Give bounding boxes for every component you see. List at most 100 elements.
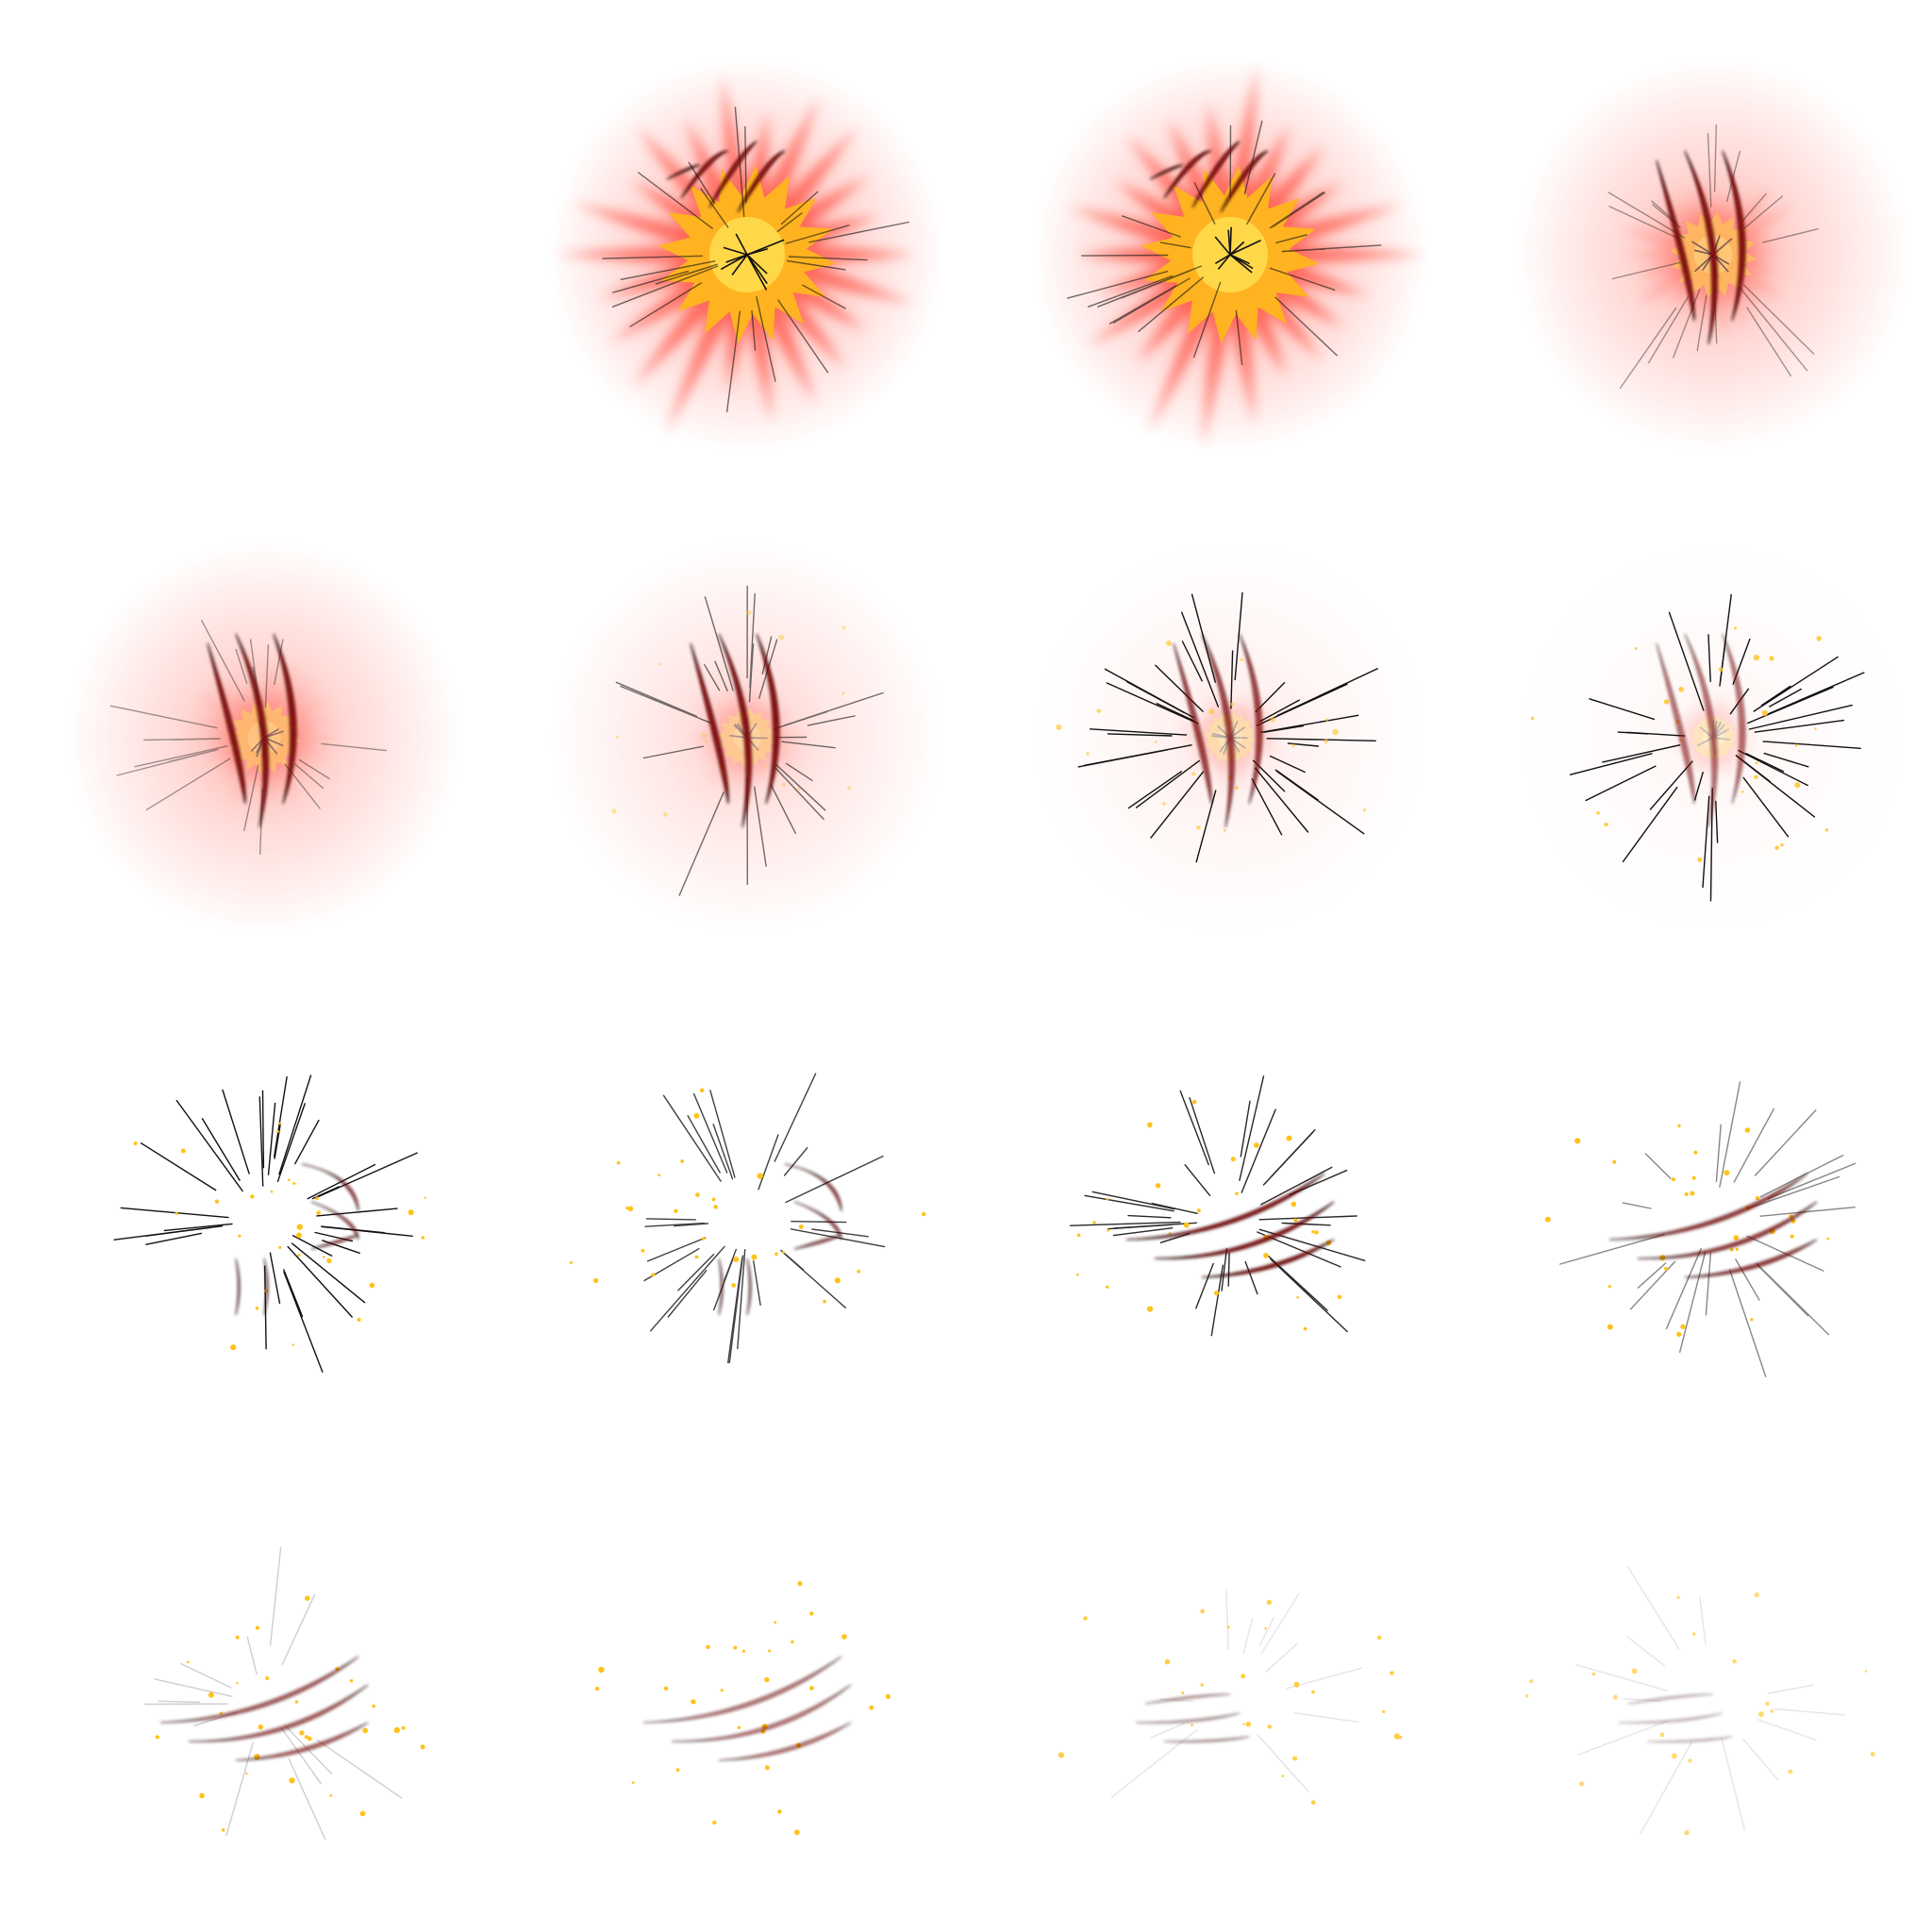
spark — [199, 1793, 205, 1799]
spark — [1192, 773, 1196, 776]
spark — [156, 1735, 159, 1739]
speed-line — [281, 1728, 321, 1784]
effect-layer — [549, 540, 945, 936]
spark — [289, 1777, 294, 1783]
spark — [1304, 1327, 1307, 1331]
spark — [1676, 1596, 1679, 1599]
sparks — [1058, 1600, 1402, 1805]
spark — [1632, 1668, 1638, 1674]
animation-frame-2 — [483, 0, 966, 483]
spark — [1871, 1752, 1875, 1757]
frame-graphic — [0, 0, 483, 483]
spark — [869, 1706, 874, 1710]
speed-line — [1641, 1742, 1692, 1835]
spark — [1692, 1632, 1696, 1636]
speed-line — [121, 1208, 228, 1217]
spark — [1613, 1695, 1618, 1700]
spark — [841, 1634, 847, 1640]
spark — [1795, 744, 1798, 747]
spark — [1688, 1758, 1691, 1762]
spark — [1271, 717, 1275, 722]
spark — [1201, 1683, 1204, 1686]
spark — [782, 1251, 785, 1254]
spark — [857, 1270, 860, 1274]
spark — [1311, 1800, 1316, 1805]
speed-line — [1756, 1110, 1816, 1175]
spark — [1197, 1208, 1201, 1212]
spark — [886, 1694, 891, 1699]
spark — [1734, 627, 1737, 630]
spark — [1692, 1176, 1696, 1180]
spark — [394, 1727, 400, 1733]
spark — [1181, 1691, 1184, 1694]
speed-line — [318, 1740, 402, 1798]
effect-layer — [1515, 540, 1911, 936]
spark — [276, 1130, 279, 1133]
claw-slash — [1638, 1202, 1817, 1258]
spark — [1106, 1286, 1108, 1289]
spark — [712, 1198, 716, 1202]
speed-line — [1271, 1259, 1347, 1332]
spark — [1724, 1170, 1729, 1175]
spark — [1325, 719, 1328, 722]
spark — [362, 1728, 368, 1734]
speed-line — [1706, 1253, 1710, 1315]
speed-line — [1734, 1108, 1774, 1182]
speed-lines — [1112, 1590, 1362, 1797]
spark — [1267, 1600, 1272, 1605]
spark — [326, 1258, 331, 1263]
spark — [713, 1205, 718, 1209]
spark — [1314, 1230, 1319, 1235]
spark — [1286, 1136, 1291, 1141]
speed-line — [668, 1271, 706, 1317]
speed-line — [646, 1219, 695, 1220]
spark — [676, 1768, 680, 1772]
frame-graphic — [966, 483, 1449, 966]
spark — [841, 691, 844, 694]
spark — [611, 808, 616, 813]
speed-line — [295, 1121, 319, 1164]
spark — [641, 1249, 645, 1253]
speed-line — [176, 1101, 242, 1191]
spark — [1268, 1724, 1272, 1728]
spark — [1191, 1724, 1193, 1726]
spark — [742, 1650, 745, 1653]
speed-line — [271, 1547, 281, 1645]
spark — [1607, 1324, 1613, 1330]
speed-line — [1243, 1619, 1253, 1654]
animation-frame-4 — [1449, 0, 1932, 483]
spark — [316, 1210, 321, 1215]
spark — [593, 1278, 598, 1283]
spark — [1311, 1690, 1315, 1694]
speed-line — [284, 1273, 323, 1373]
spark — [1192, 1100, 1197, 1105]
spark — [1107, 1198, 1109, 1201]
speed-lines — [1575, 1566, 1844, 1834]
claw-marks — [1609, 1174, 1817, 1277]
spark — [1817, 636, 1822, 641]
spark — [1293, 1219, 1297, 1223]
spark — [658, 663, 661, 666]
spark — [809, 1686, 814, 1690]
spark — [1382, 1710, 1385, 1713]
spark — [1765, 1702, 1770, 1707]
spark — [1660, 1733, 1665, 1738]
spark — [1332, 729, 1338, 735]
spark — [733, 1646, 737, 1650]
spark — [778, 635, 784, 641]
spark — [288, 1179, 291, 1182]
frame-graphic — [1449, 1449, 1932, 1932]
spark — [297, 1254, 300, 1257]
speed-line — [1226, 1590, 1228, 1650]
speed-lines — [1071, 1076, 1365, 1336]
speed-line — [142, 1143, 216, 1191]
speed-line — [279, 1075, 311, 1174]
speed-line — [754, 1261, 760, 1306]
animation-frame-3 — [966, 0, 1449, 483]
speed-line — [1241, 1101, 1250, 1157]
spark — [768, 1650, 771, 1653]
speed-line — [1722, 1739, 1744, 1830]
spark — [617, 1161, 621, 1165]
speed-line — [1760, 1156, 1843, 1197]
spark — [1246, 1722, 1252, 1727]
